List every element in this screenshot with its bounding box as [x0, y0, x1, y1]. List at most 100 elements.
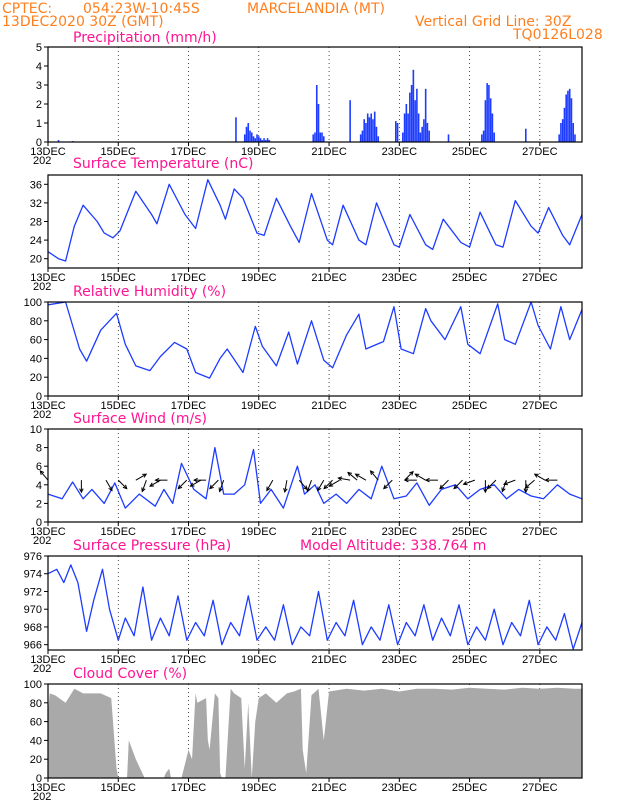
precip-bar	[363, 119, 365, 142]
wind-xtick-label: 25DEC	[452, 526, 488, 538]
precip-bar	[395, 121, 397, 142]
temperature-ytick-label: 24	[30, 235, 42, 247]
precip-bar	[361, 130, 364, 142]
wind-arrow	[266, 479, 274, 491]
wind-ytick-label: 0	[36, 517, 42, 529]
wind-xtick-label: 27DEC	[522, 526, 558, 538]
wind-arrow	[534, 473, 546, 481]
precip-xtick-label: 21DEC	[311, 146, 347, 158]
temperature-xtick-label: 23DEC	[382, 272, 418, 284]
wind-arrowhead	[154, 477, 160, 483]
wind-arrowhead	[306, 487, 311, 493]
wind-arrow	[149, 479, 161, 487]
wind-arrowhead	[414, 473, 420, 478]
wind-arrow	[415, 473, 426, 481]
wind-arrowhead	[323, 484, 329, 490]
cloud-ytick-label: 60	[30, 717, 42, 729]
temperature-line	[47, 179, 583, 262]
precip-bar	[428, 130, 430, 142]
header-grid-note: Vertical Grid Line: 30Z	[415, 14, 571, 30]
pressure-xtick-label: 19DEC	[241, 654, 277, 666]
temperature-xtick-label: 19DEC	[241, 272, 277, 284]
wind-title: Surface Wind (m/s)	[73, 411, 207, 427]
precip-bar	[349, 100, 351, 142]
pressure-xtick-label: 21DEC	[311, 654, 347, 666]
precip-bar	[261, 140, 264, 142]
precip-bar	[484, 100, 487, 142]
cloud-panel: 0 20 40 60 80 100 13DEC 15DEC 17DEC 19DEC 21DEC 23D…	[24, 666, 583, 800]
wind-xtick-label: 23DEC	[382, 526, 418, 538]
precip-bar	[235, 117, 237, 142]
header-source: CPTEC:	[2, 1, 52, 17]
precip-bar	[410, 85, 413, 142]
wind-arrowhead	[424, 477, 430, 483]
precip-xtick-label: 19DEC	[241, 146, 277, 158]
humidity-xtick-label: 23DEC	[382, 400, 418, 412]
precip-bar	[414, 100, 416, 142]
wind-arrowhead	[501, 487, 506, 493]
precip-bar	[412, 69, 415, 142]
temperature-xtick-label: 17DEC	[171, 272, 207, 284]
pressure-xtick-label: 25DEC	[452, 654, 488, 666]
wind-arrow	[463, 479, 476, 485]
precip-bar	[257, 136, 260, 142]
precip-bar	[486, 83, 488, 142]
precip-bar	[245, 126, 248, 142]
temperature-ytick-label: 20	[30, 254, 42, 266]
precip-bar	[417, 113, 420, 142]
precip-bar	[268, 140, 271, 142]
wind-arrowhead	[354, 473, 360, 478]
wind-arrowhead	[122, 484, 128, 490]
wind-ytick-label: 10	[30, 424, 42, 436]
precip-bar	[317, 104, 320, 142]
precip-bar	[259, 138, 262, 142]
pressure-panel: 966 968 970 972 974 976 13DEC 15DEC 17DEC 19DEC 21…	[24, 538, 583, 675]
wind-arrow	[328, 479, 340, 487]
wind-arrowhead	[383, 484, 388, 490]
pressure-xtick-label: 13DEC	[30, 654, 66, 666]
wind-arrowhead	[283, 487, 288, 494]
precip-ytick-label: 5	[36, 42, 42, 54]
precip-bar	[407, 113, 409, 142]
header-run: 13DEC2020 30Z (GMT)	[2, 14, 164, 30]
wind-arrowhead	[533, 473, 539, 478]
precip-bar	[315, 85, 318, 142]
precip-bar	[560, 123, 562, 142]
precip-bar	[366, 113, 369, 142]
precip-xtick-label: 13DEC	[30, 146, 66, 158]
humidity-ytick-label: 100	[24, 297, 42, 309]
wind-line	[47, 446, 583, 509]
cloud-ytick-label: 20	[30, 754, 42, 766]
precip-bar	[252, 136, 255, 142]
wind-ytick-label: 2	[36, 498, 42, 510]
precip-bar	[493, 132, 495, 142]
wind-arrowhead	[209, 484, 214, 490]
wind-arrowhead	[337, 476, 343, 481]
precip-bar	[372, 119, 374, 142]
temperature-ytick-label: 32	[30, 198, 42, 210]
humidity-xtick-label: 25DEC	[452, 400, 488, 412]
precip-year-label: 202	[33, 155, 51, 167]
temperature-frame	[47, 174, 583, 269]
precip-bar	[563, 107, 566, 142]
humidity-xtick-label: 21DEC	[311, 400, 347, 412]
precip-bar	[247, 123, 250, 142]
precip-xtick-label: 17DEC	[171, 146, 207, 158]
wind-ytick-label: 8	[36, 443, 42, 455]
wind-arrowhead	[218, 487, 223, 493]
wind-arrowhead	[544, 477, 550, 483]
temperature-xtick-label: 21DEC	[311, 272, 347, 284]
precip-bar	[254, 138, 257, 142]
temperature-panel: 20 24 28 32 36 13DEC 15DEC 17DEC 19DEC 21DEC 23DEC…	[30, 156, 583, 293]
humidity-xtick-label: 17DEC	[171, 400, 207, 412]
pressure-ytick-label: 972	[24, 586, 42, 598]
humidity-frame	[47, 301, 583, 397]
precip-bar	[489, 98, 492, 142]
wind-arrow	[338, 477, 351, 481]
precip-panel: 0 1 2 3 4 5 13DEC 15DEC 17DEC 19DEC 21DEC 23DEC 25DE…	[30, 30, 583, 167]
wind-ytick-label: 6	[36, 461, 42, 473]
precip-bar	[416, 88, 418, 142]
wind-arrow	[317, 479, 325, 491]
precip-bar	[561, 119, 564, 142]
wind-arrowhead	[462, 480, 468, 486]
